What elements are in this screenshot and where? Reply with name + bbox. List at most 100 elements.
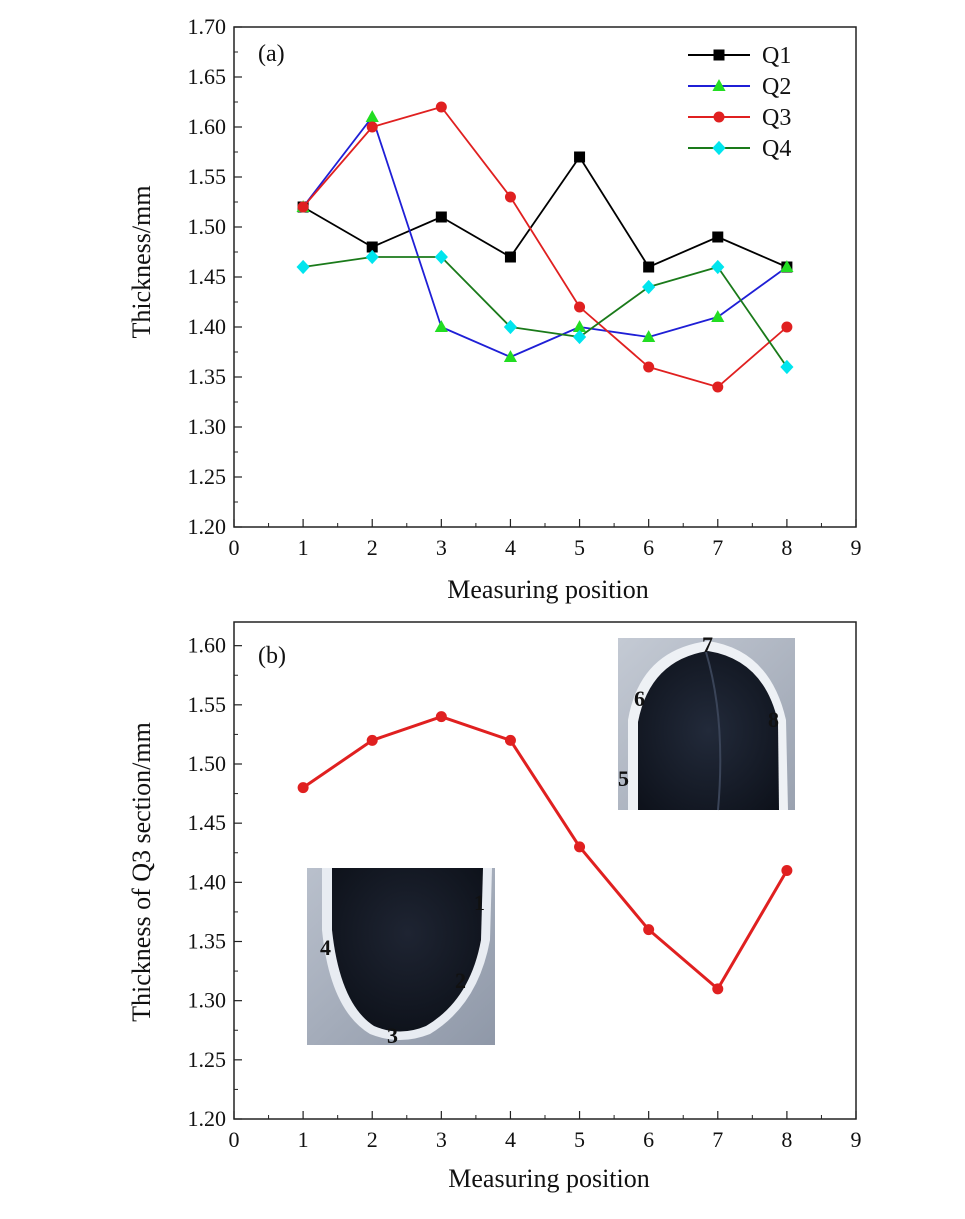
axis-ticks: 0 1 2 3 4 5 6 7 8 9 1.20 1.25 1.30 1.35 1.40 1.45 1.50 1.… [188,633,862,1152]
data-point-q4-2 [365,249,379,265]
series-line-series-1 [302,715,789,991]
panel-label: (a) [258,41,285,67]
x-tick-label: 4 [505,535,516,560]
data-point-series-1-7 [712,983,724,995]
x-tick-label: 2 [367,1127,378,1152]
legend-label: Q4 [762,136,791,162]
x-tick-label: 0 [229,535,240,560]
series-line-q1 [302,156,788,268]
data-point-q3-8 [781,321,793,333]
photo-label-8: 8 [768,707,779,732]
y-tick-label: 1.30 [188,988,227,1013]
series-line-q4 [302,256,788,368]
data-point-q2-4 [503,350,518,362]
y-tick-label: 1.50 [188,751,227,776]
data-point-series-1-4 [504,734,516,746]
photo-label-6: 6 [634,686,645,711]
x-tick-label: 8 [781,1127,792,1152]
inset-photo-positions-1-4: 1 2 3 4 [307,868,495,1048]
data-point-q2-3 [434,320,448,332]
legend: Q1 Q2 Q3 Q4 [688,43,791,162]
legend-item: Q3 [688,105,791,131]
legend-label: Q3 [762,105,791,131]
data-point-q4-6 [642,279,656,295]
x-tick-label: 6 [643,535,654,560]
data-point-q3-3 [435,101,447,113]
x-axis-title: Measuring position [448,1164,650,1193]
data-point-q1-4 [504,251,516,263]
panel-b-chart: 0 1 2 3 4 5 6 7 8 9 1.20 1.25 1.30 1.35 1.40 1.45 1.50 1.… [127,621,862,1193]
x-tick-label: 4 [505,1127,516,1152]
data-point-q2-7 [711,310,725,322]
data-point-q4-4 [503,319,518,335]
x-tick-label: 3 [436,535,447,560]
data-point-q2-2 [365,110,379,122]
series-group [296,101,794,393]
legend-label: Q2 [762,74,791,100]
x-tick-label: 9 [851,535,862,560]
y-tick-label: 1.70 [188,14,227,39]
x-tick-label: 1 [298,535,309,560]
data-point-series-1-3 [435,711,447,723]
x-axis-title: Measuring position [447,575,649,604]
data-point-q3-4 [504,191,516,203]
y-tick-label: 1.60 [188,114,227,139]
legend-marker [713,111,725,123]
data-point-q3-7 [712,381,724,393]
y-tick-label: 1.35 [188,929,227,954]
series-line-q2 [302,116,788,358]
data-point-q1-2 [366,241,378,253]
data-point-series-1-6 [643,924,655,936]
data-point-q4-5 [572,329,587,345]
data-point-q2-5 [572,320,587,332]
photo-label-1: 1 [474,890,485,915]
y-tick-label: 1.40 [188,314,227,339]
data-point-series-1-2 [366,734,378,746]
data-point-series-1-5 [574,841,586,853]
y-axis-title: Thickness of Q3 section/mm [127,722,156,1022]
data-point-series-1-1 [297,782,309,794]
y-tick-label: 1.25 [188,464,227,489]
x-tick-label: 8 [781,535,792,560]
y-tick-label: 1.30 [188,414,227,439]
x-tick-label: 9 [851,1127,862,1152]
x-tick-label: 7 [712,535,723,560]
x-tick-label: 5 [574,535,585,560]
y-tick-label: 1.20 [188,514,227,539]
data-point-q4-3 [434,249,448,265]
y-tick-label: 1.55 [188,692,227,717]
legend-marker [712,79,726,91]
panel-a-chart: 0 1 2 3 4 5 6 7 8 9 1.20 1.25 1.30 1.35 1.40 1.45 1.50 1.… [127,14,862,604]
y-tick-label: 1.25 [188,1047,227,1072]
series-group [297,711,793,995]
data-point-q3-1 [297,201,309,213]
x-tick-label: 0 [229,1127,240,1152]
x-tick-label: 7 [712,1127,723,1152]
y-tick-label: 1.50 [188,214,227,239]
legend-marker [713,49,725,61]
y-tick-label: 1.20 [188,1106,227,1131]
legend-item: Q1 [688,43,791,69]
series-line-q3 [302,106,788,388]
data-point-q1-5 [574,151,586,163]
legend-item: Q2 [688,74,791,100]
panel-label: (b) [258,643,286,669]
axis-ticks: 0 1 2 3 4 5 6 7 8 9 1.20 1.25 1.30 1.35 1.40 1.45 1.50 1.… [188,14,862,560]
legend-marker [712,140,726,156]
x-tick-label: 1 [298,1127,309,1152]
photo-label-5: 5 [618,766,629,791]
y-tick-label: 1.45 [188,264,227,289]
y-tick-label: 1.40 [188,869,227,894]
legend-item: Q4 [688,136,791,162]
data-point-q3-6 [643,361,655,373]
data-point-q1-7 [712,231,724,243]
y-tick-label: 1.60 [188,633,227,658]
data-point-q4-1 [296,259,310,275]
data-point-q1-6 [643,261,655,273]
x-tick-label: 6 [643,1127,654,1152]
legend-label: Q1 [762,43,791,69]
y-tick-label: 1.65 [188,64,227,89]
photo-label-2: 2 [455,968,466,993]
data-point-series-1-8 [781,865,793,876]
